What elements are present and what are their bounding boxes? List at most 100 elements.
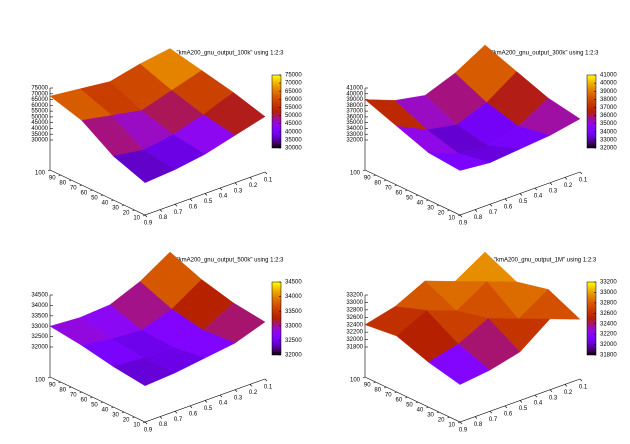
y-tick	[79, 391, 82, 394]
y-tick	[373, 174, 376, 177]
colorbar-label: 30000	[285, 146, 302, 152]
y-tick-label: 90	[49, 383, 56, 389]
y-tick	[405, 396, 408, 399]
chart-title: "kmA200_gnu_output_100k" using 1:2:3	[176, 51, 284, 57]
colorbar-label: 37000	[600, 105, 617, 111]
y-tick-label: 100	[350, 378, 361, 384]
x-tick	[519, 400, 523, 403]
y-tick	[58, 174, 61, 177]
colorbar-label: 40000	[285, 129, 302, 135]
x-tick-label: 0.3	[234, 188, 243, 194]
colorbar-label: 33200	[600, 280, 617, 286]
x-tick-label: 0.9	[144, 428, 153, 434]
y-tick	[121, 411, 125, 414]
x-tick-label: 0.5	[519, 406, 528, 412]
x-tick	[219, 187, 223, 191]
colorbar-label: 32400	[600, 321, 617, 327]
y-tick-label: 80	[374, 181, 381, 187]
x-tick	[189, 405, 193, 409]
x-tick-label: 0.5	[204, 199, 213, 205]
chart-title: "kmA200_gnu_output_1M" using 1:2:3	[494, 258, 597, 264]
y-tick	[415, 194, 418, 197]
colorbar-label: 32800	[600, 300, 617, 306]
z-tick-label: 40000	[31, 126, 48, 132]
y-tick-label: 70	[70, 186, 77, 192]
y-tick-label: 20	[123, 418, 130, 424]
x-tick	[579, 378, 583, 382]
y-tick-label: 10	[448, 216, 455, 222]
z-tick-label: 33200	[346, 293, 363, 299]
x-tick-label: 0.6	[189, 204, 198, 210]
x-tick-label: 0.1	[579, 178, 588, 184]
colorbar-label: 75000	[285, 73, 302, 79]
y-tick	[68, 179, 72, 182]
y-tick-label: 80	[59, 388, 66, 394]
colorbar-label: 34000	[600, 129, 617, 135]
x-tick	[144, 214, 148, 218]
colorbar-label: 32000	[600, 342, 617, 348]
x-tick	[549, 182, 553, 185]
y-tick-label: 10	[448, 423, 455, 429]
y-tick-label: 100	[350, 171, 361, 177]
z-tick-label: 34500	[31, 293, 48, 299]
x-tick	[219, 394, 223, 398]
x-tick	[174, 411, 178, 414]
z-tick-label: 32000	[346, 337, 363, 343]
y-tick	[58, 381, 61, 384]
y-tick-label: 50	[406, 196, 413, 202]
colorbar-label: 60000	[285, 97, 302, 103]
x-tick	[144, 421, 148, 425]
x-tick	[519, 193, 523, 196]
colorbar-label: 31800	[600, 353, 617, 359]
y-tick-label: 10	[133, 423, 140, 429]
colorbar-label: 32200	[600, 332, 617, 338]
y-tick	[362, 169, 366, 172]
x-tick-label: 0.1	[579, 385, 588, 391]
surface-facet	[427, 343, 491, 385]
x-tick-label: 0.8	[474, 215, 483, 221]
x-tick	[234, 389, 238, 392]
y-tick-label: 30	[427, 206, 434, 212]
x-tick	[174, 204, 178, 207]
y-tick	[383, 386, 387, 389]
colorbar-label: 39000	[600, 89, 617, 95]
x-tick	[249, 177, 253, 180]
x-tick	[249, 384, 253, 387]
y-tick-label: 60	[396, 398, 403, 404]
x-tick-label: 0.3	[549, 395, 558, 401]
x-tick	[459, 214, 463, 218]
y-tick-label: 60	[396, 191, 403, 197]
z-tick-label: 33000	[346, 300, 363, 306]
y-tick-label: 90	[364, 176, 371, 182]
y-tick	[447, 416, 450, 419]
y-tick-label: 90	[364, 383, 371, 389]
colorbar-label: 40000	[600, 81, 617, 87]
y-tick	[394, 391, 397, 394]
z-tick-label: 55000	[31, 109, 48, 115]
y-tick	[100, 401, 103, 404]
colorbar-label: 33500	[285, 309, 302, 315]
colorbar-label: 38000	[600, 97, 617, 103]
y-tick-label: 30	[427, 413, 434, 419]
x-tick	[204, 193, 208, 196]
colorbar	[271, 74, 282, 149]
z-tick-label: 40000	[346, 91, 363, 97]
x-tick	[504, 405, 508, 409]
z-tick-label: 34000	[346, 126, 363, 132]
z-tick-label: 33000	[31, 324, 48, 330]
z-tick-label: 38000	[346, 103, 363, 109]
y-tick	[90, 396, 93, 399]
y-tick	[426, 199, 429, 202]
y-tick	[121, 204, 125, 207]
y-tick	[142, 214, 146, 217]
colorbar-label: 33000	[600, 137, 617, 143]
x-tick-label: 0.2	[249, 183, 258, 189]
y-tick-label: 40	[417, 408, 424, 414]
z-tick-label: 32600	[346, 315, 363, 321]
y-tick	[68, 386, 72, 389]
x-tick-label: 0.8	[159, 215, 168, 221]
z-tick-label: 30000	[31, 138, 48, 144]
x-tick-label: 0.4	[219, 194, 228, 200]
colorbar-label: 50000	[285, 113, 302, 119]
chart-title: "kmA200_gnu_output_300k" using 1:2:3	[491, 51, 599, 57]
